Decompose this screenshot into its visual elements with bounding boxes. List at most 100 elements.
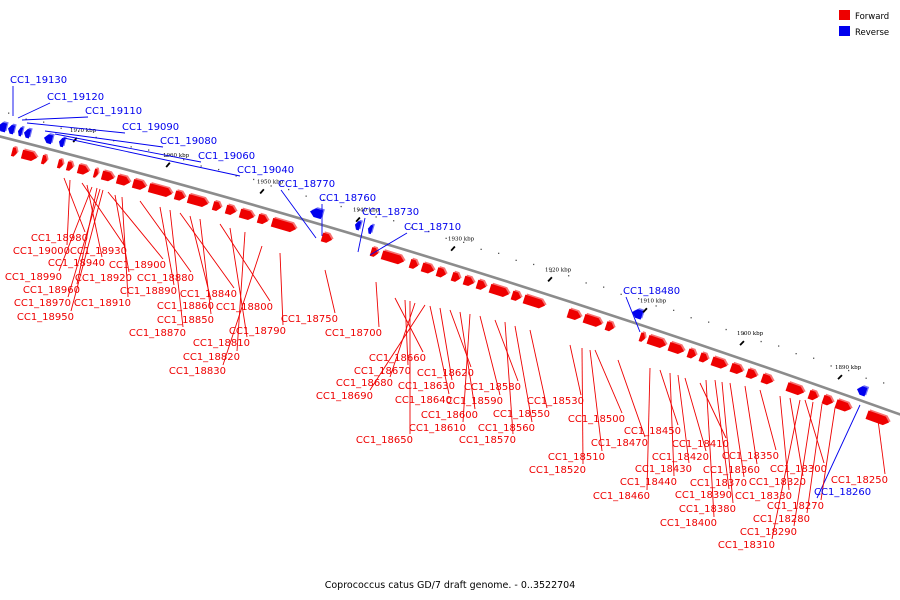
reverse-gene-arrow: [0, 121, 9, 133]
gene-label: CC1_18280: [753, 514, 810, 525]
tick-dot: [480, 248, 482, 250]
forward-gene-arrow: [510, 289, 523, 301]
tick-dot: [323, 199, 325, 201]
forward-gene-arrow: [638, 331, 647, 342]
gene-label: CC1_18920: [75, 273, 132, 284]
label-leader-line: [804, 399, 825, 464]
label-leader-line: [394, 297, 424, 353]
gene-label: CC1_18820: [183, 352, 240, 363]
forward-gene-arrow: [173, 189, 187, 201]
label-leader-line: [58, 186, 93, 272]
tick-dot: [165, 155, 167, 157]
forward-gene-arrow: [420, 261, 436, 274]
label-leader-line: [744, 385, 758, 465]
label-leader-line: [63, 137, 241, 177]
label-leader-line: [107, 191, 164, 260]
gene-label: CC1_18840: [180, 289, 237, 300]
gene-label: CC1_18370: [690, 478, 747, 489]
label-leader-line: [375, 281, 380, 328]
major-tick-label: 1950 kbp: [257, 179, 284, 185]
forward-gene-arrow: [865, 409, 891, 426]
forward-gene-arrow: [582, 312, 604, 327]
gene-label: CC1_18870: [129, 328, 186, 339]
legend-reverse-swatch: [839, 26, 850, 36]
gene-label: CC1_18960: [23, 285, 80, 296]
forward-gene-arrow: [211, 199, 223, 212]
tick-dot: [603, 286, 605, 288]
major-tick-mark: [642, 307, 648, 313]
gene-label: CC1_18480: [623, 286, 680, 297]
forward-gene-arrow: [686, 347, 698, 359]
gene-label: CC1_18570: [459, 435, 516, 446]
tick-dot: [708, 321, 710, 323]
gene-label: CC1_18680: [336, 378, 393, 389]
gene-label: CC1_18860: [157, 301, 214, 312]
gene-label: CC1_18550: [493, 409, 550, 420]
reverse-gene-arrow: [354, 219, 363, 231]
major-tick-label: 1940 kbp: [353, 208, 380, 214]
label-leader-line: [646, 367, 651, 491]
label-leader-line: [114, 194, 130, 273]
reverse-gene-arrow: [18, 125, 25, 137]
forward-gene-arrow: [131, 177, 148, 190]
gene-label: CC1_18510: [548, 452, 605, 463]
label-leader-line: [479, 315, 501, 396]
tick-dot: [43, 121, 45, 123]
gene-label: CC1_18930: [70, 246, 127, 257]
tick-dot: [358, 209, 360, 211]
gene-label: CC1_18450: [624, 426, 681, 437]
tick-dot: [305, 195, 307, 197]
tick-dot: [778, 345, 780, 347]
forward-gene-arrow: [238, 207, 256, 221]
label-leader-line: [70, 189, 104, 312]
major-tick-label: 1910 kbp: [640, 298, 667, 304]
forward-gene-arrow: [760, 372, 775, 385]
forward-gene-arrow: [821, 393, 835, 406]
gene-label: CC1_18630: [398, 381, 455, 392]
gene-label: CC1_18670: [354, 366, 411, 377]
forward-gene-arrow: [646, 333, 668, 348]
gene-label: CC1_18620: [417, 368, 474, 379]
gene-label: CC1_18400: [660, 518, 717, 529]
forward-gene-arrow: [566, 307, 583, 321]
forward-gene-arrow: [710, 355, 729, 369]
label-leader-line: [357, 217, 366, 253]
gene-label: CC1_18460: [593, 491, 650, 502]
gene-label: CC1_18810: [193, 338, 250, 349]
gene-label: CC1_18440: [620, 477, 677, 488]
gene-label: CC1_18410: [672, 439, 729, 450]
tick-dot: [25, 118, 27, 120]
tick-dot: [60, 127, 62, 129]
forward-gene-arrow: [224, 203, 238, 215]
tick-dot: [725, 328, 727, 331]
label-leader-line: [462, 313, 471, 423]
forward-gene-arrow: [785, 381, 806, 396]
tick-dot: [235, 175, 237, 177]
tick-dot: [183, 159, 185, 161]
gene-label: CC1_18430: [635, 464, 692, 475]
label-leader-line: [820, 407, 836, 501]
gene-label: CC1_18730: [362, 207, 419, 218]
gene-label: CC1_18420: [652, 452, 709, 463]
gene-label: CC1_19090: [122, 122, 179, 133]
major-tick-label: 1960 kbp: [163, 153, 190, 159]
reverse-gene-arrow: [631, 308, 646, 320]
gene-label: CC1_18910: [74, 298, 131, 309]
label-leader-line: [705, 379, 715, 518]
label-leader-line: [369, 232, 408, 256]
gene-label: CC1_18760: [319, 193, 376, 204]
gene-label: CC1_19130: [10, 75, 67, 86]
gene-label: CC1_18560: [478, 423, 535, 434]
label-leader-line: [684, 377, 707, 452]
gene-label: CC1_18250: [831, 475, 888, 486]
gene-labels: CC1_19130 CC1_19120 CC1_19110 CC1_19090 CC1_…: [5, 75, 888, 551]
label-leader-line: [529, 329, 548, 409]
forward-gene-arrow: [20, 148, 39, 162]
tick-dot: [410, 227, 412, 229]
reverse-gene-arrow: [8, 123, 17, 135]
label-leader-line: [625, 296, 641, 333]
label-leader-line: [404, 299, 409, 366]
label-leader-line: [159, 206, 175, 286]
forward-gene-arrow: [745, 367, 759, 379]
